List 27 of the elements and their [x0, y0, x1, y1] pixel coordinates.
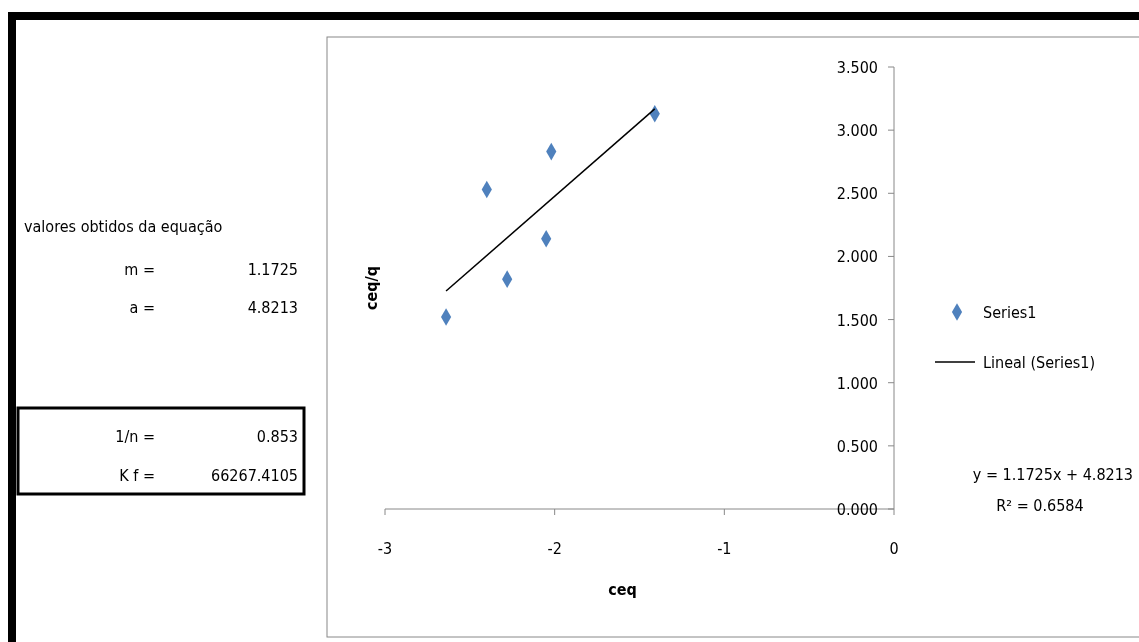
text: 1.1725 — [247, 260, 298, 279]
y-tick-label: 3.000 — [836, 121, 878, 141]
y-axis-title: ceq/q — [362, 265, 381, 311]
y-tick-label: 0.500 — [836, 436, 878, 456]
x-axis-title: ceq — [608, 580, 637, 599]
text: y = 1.1725x + 4.8213 — [972, 465, 1133, 484]
x-tick-label: -3 — [377, 539, 393, 558]
text: valores obtidos da equação — [24, 217, 223, 236]
text: 1/n = — [115, 427, 155, 446]
y-tick-label: 3.500 — [836, 58, 878, 77]
y-tick-label: 2.500 — [836, 184, 878, 204]
x-tick-label: 0 — [889, 539, 899, 558]
legend-label: Lineal (Series1) — [983, 353, 1096, 372]
y-tick-label: 0.000 — [836, 500, 878, 519]
text: 0.853 — [256, 427, 298, 446]
text: 4.8213 — [247, 298, 298, 317]
text: K f = — [119, 466, 155, 485]
y-tick-label: 2.000 — [836, 247, 878, 267]
x-tick-label: -2 — [547, 539, 562, 558]
y-tick-label: 1.000 — [836, 373, 878, 393]
x-tick-label: -1 — [717, 539, 732, 558]
text: a = — [129, 298, 155, 317]
text: m = — [124, 260, 155, 279]
text: 66267.4105 — [211, 466, 298, 485]
text: R² = 0.6584 — [996, 496, 1084, 515]
legend-label: Series1 — [983, 303, 1037, 322]
y-tick-label: 1.500 — [836, 310, 878, 330]
